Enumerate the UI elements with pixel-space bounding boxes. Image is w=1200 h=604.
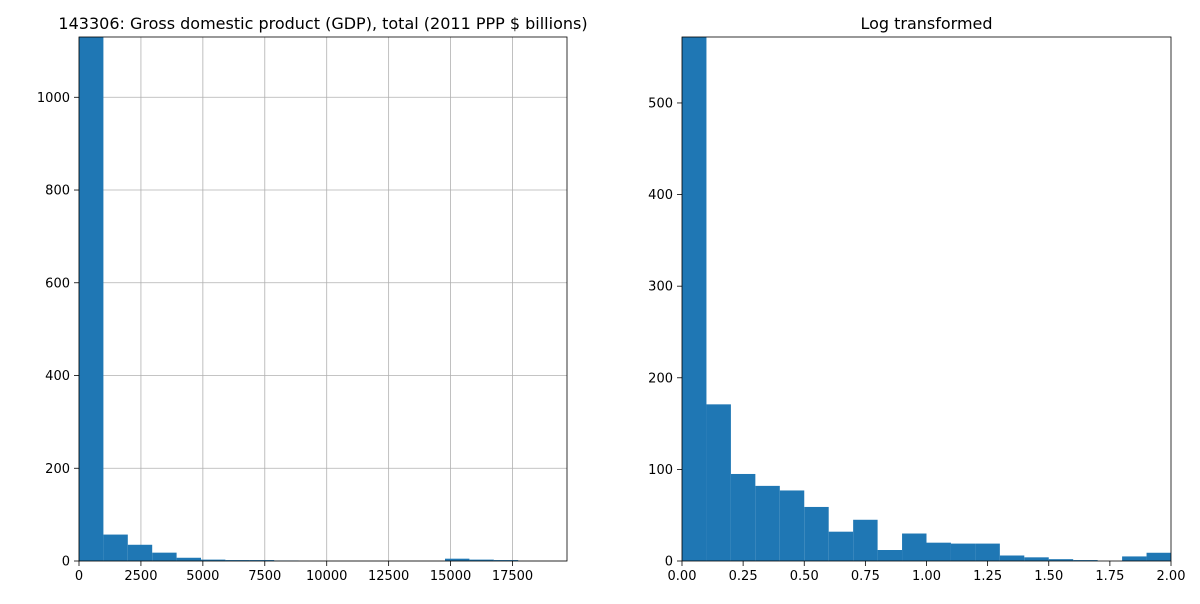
x-tick-label: 2.00 bbox=[1157, 569, 1186, 584]
histogram-bar bbox=[682, 37, 706, 561]
y-tick-label: 600 bbox=[45, 276, 70, 291]
y-tick-label: 500 bbox=[648, 96, 673, 111]
histogram-bar bbox=[951, 544, 975, 561]
histogram-bar bbox=[79, 37, 103, 561]
y-tick-label: 1000 bbox=[37, 91, 70, 106]
x-tick-label: 0.75 bbox=[851, 569, 880, 584]
x-tick-label: 5000 bbox=[186, 569, 219, 584]
y-tick-label: 200 bbox=[648, 371, 673, 386]
x-tick-label: 1.00 bbox=[912, 569, 941, 584]
histogram-bar bbox=[177, 558, 201, 561]
x-tick-label: 0.25 bbox=[729, 569, 758, 584]
histogram-bar bbox=[1147, 553, 1171, 561]
histogram-bar bbox=[152, 553, 176, 561]
chart-title: Log transformed bbox=[860, 14, 992, 33]
x-tick-label: 1.50 bbox=[1034, 569, 1063, 584]
histogram-bar bbox=[103, 535, 127, 561]
y-tick-label: 400 bbox=[45, 369, 70, 384]
y-tick-label: 0 bbox=[665, 555, 673, 570]
histogram-bar bbox=[780, 490, 804, 561]
histogram-bar bbox=[902, 534, 926, 561]
y-tick-label: 200 bbox=[45, 462, 70, 477]
chart-title: 143306: Gross domestic product (GDP), to… bbox=[58, 14, 587, 33]
histogram-bar bbox=[706, 404, 730, 561]
x-tick-label: 1.25 bbox=[973, 569, 1002, 584]
histogram-bar bbox=[853, 520, 877, 561]
y-tick-label: 800 bbox=[45, 184, 70, 199]
x-tick-label: 0.50 bbox=[790, 569, 819, 584]
histogram-bar bbox=[975, 544, 999, 561]
x-tick-label: 1.75 bbox=[1095, 569, 1124, 584]
y-tick-label: 300 bbox=[648, 280, 673, 295]
x-tick-label: 15000 bbox=[430, 569, 471, 584]
x-tick-label: 2500 bbox=[124, 569, 157, 584]
histogram-bar bbox=[1024, 557, 1048, 561]
histogram-bar bbox=[804, 507, 828, 561]
x-tick-label: 10000 bbox=[306, 569, 347, 584]
x-tick-label: 17500 bbox=[492, 569, 533, 584]
x-tick-label: 12500 bbox=[368, 569, 409, 584]
histogram-bar bbox=[128, 545, 152, 561]
histogram-bar bbox=[755, 486, 779, 561]
x-tick-label: 0 bbox=[75, 569, 83, 584]
histogram-bar bbox=[878, 550, 902, 561]
x-tick-label: 7500 bbox=[248, 569, 281, 584]
histogram-bar bbox=[1122, 556, 1146, 561]
y-tick-label: 400 bbox=[648, 188, 673, 203]
y-tick-label: 0 bbox=[62, 555, 70, 570]
histogram-bar bbox=[731, 474, 755, 561]
x-tick-label: 0.00 bbox=[668, 569, 697, 584]
histogram-bar bbox=[829, 532, 853, 561]
histogram-bar bbox=[927, 543, 951, 561]
y-tick-label: 100 bbox=[648, 463, 673, 478]
histogram-bar bbox=[1000, 556, 1024, 561]
